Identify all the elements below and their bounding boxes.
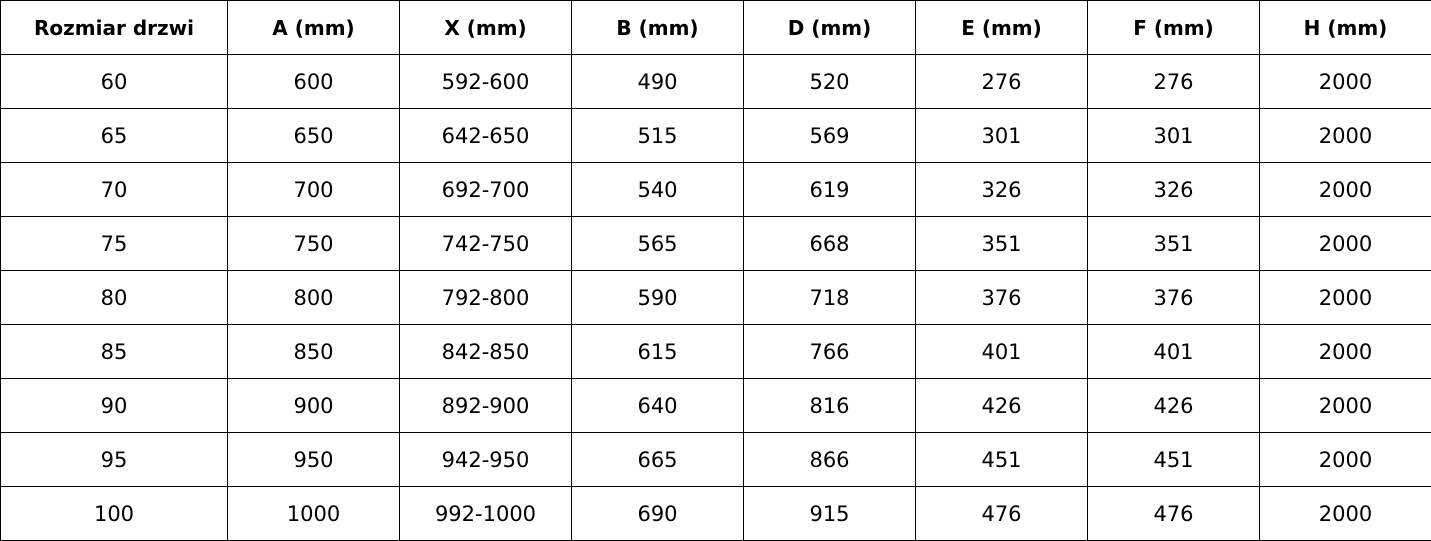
table-cell: 565 — [571, 216, 744, 271]
table-cell: 2000 — [1259, 324, 1431, 379]
table-cell: 451 — [1087, 432, 1260, 487]
table-cell: 540 — [571, 162, 744, 217]
table-cell: 569 — [743, 108, 916, 163]
table-row: 80 800 792-800 590 718 376 376 2000 — [0, 270, 1431, 325]
table-row: 75 750 742-750 565 668 351 351 2000 — [0, 216, 1431, 271]
table-cell: 426 — [915, 378, 1088, 433]
table-cell: 476 — [1087, 486, 1260, 541]
column-header: X (mm) — [399, 0, 572, 55]
table-cell: 376 — [1087, 270, 1260, 325]
table-cell: 301 — [915, 108, 1088, 163]
table-cell: 85 — [0, 324, 228, 379]
table-row: 100 1000 992-1000 690 915 476 476 2000 — [0, 486, 1431, 541]
table-row: 65 650 642-650 515 569 301 301 2000 — [0, 108, 1431, 163]
table-cell: 590 — [571, 270, 744, 325]
table-cell: 650 — [227, 108, 400, 163]
table-cell: 401 — [915, 324, 1088, 379]
table-cell: 75 — [0, 216, 228, 271]
table-row: 85 850 842-850 615 766 401 401 2000 — [0, 324, 1431, 379]
table-cell: 842-850 — [399, 324, 572, 379]
table-cell: 65 — [0, 108, 228, 163]
table-cell: 326 — [915, 162, 1088, 217]
table-cell: 690 — [571, 486, 744, 541]
table-cell: 351 — [915, 216, 1088, 271]
table-cell: 950 — [227, 432, 400, 487]
table-cell: 892-900 — [399, 378, 572, 433]
table-cell: 816 — [743, 378, 916, 433]
table-cell: 700 — [227, 162, 400, 217]
table-cell: 301 — [1087, 108, 1260, 163]
table-cell: 692-700 — [399, 162, 572, 217]
table-cell: 592-600 — [399, 54, 572, 109]
table-cell: 800 — [227, 270, 400, 325]
table-cell: 866 — [743, 432, 916, 487]
table-cell: 401 — [1087, 324, 1260, 379]
table-cell: 640 — [571, 378, 744, 433]
table-cell: 90 — [0, 378, 228, 433]
table-cell: 718 — [743, 270, 916, 325]
column-header: Rozmiar drzwi — [0, 0, 228, 55]
table-cell: 2000 — [1259, 270, 1431, 325]
table-cell: 1000 — [227, 486, 400, 541]
table-cell: 2000 — [1259, 54, 1431, 109]
table-cell: 619 — [743, 162, 916, 217]
table-cell: 95 — [0, 432, 228, 487]
column-header: F (mm) — [1087, 0, 1260, 55]
table-cell: 600 — [227, 54, 400, 109]
column-header: A (mm) — [227, 0, 400, 55]
table-cell: 766 — [743, 324, 916, 379]
column-header: H (mm) — [1259, 0, 1431, 55]
column-header: B (mm) — [571, 0, 744, 55]
table-cell: 642-650 — [399, 108, 572, 163]
table-cell: 490 — [571, 54, 744, 109]
table-cell: 2000 — [1259, 162, 1431, 217]
table-cell: 276 — [915, 54, 1088, 109]
table-cell: 451 — [915, 432, 1088, 487]
table-cell: 750 — [227, 216, 400, 271]
table-cell: 351 — [1087, 216, 1260, 271]
table-cell: 2000 — [1259, 108, 1431, 163]
table-cell: 668 — [743, 216, 916, 271]
table-cell: 376 — [915, 270, 1088, 325]
table-cell: 742-750 — [399, 216, 572, 271]
header-row: Rozmiar drzwi A (mm) X (mm) B (mm) D (mm) E (… — [0, 0, 1431, 55]
table-cell: 426 — [1087, 378, 1260, 433]
table-cell: 100 — [0, 486, 228, 541]
table-cell: 942-950 — [399, 432, 572, 487]
table-cell: 476 — [915, 486, 1088, 541]
table-cell: 2000 — [1259, 378, 1431, 433]
table-cell: 992-1000 — [399, 486, 572, 541]
table-cell: 2000 — [1259, 216, 1431, 271]
table-cell: 792-800 — [399, 270, 572, 325]
table-cell: 520 — [743, 54, 916, 109]
table-cell: 326 — [1087, 162, 1260, 217]
table-cell: 80 — [0, 270, 228, 325]
table-row: 60 600 592-600 490 520 276 276 2000 — [0, 54, 1431, 109]
table-cell: 615 — [571, 324, 744, 379]
column-header: E (mm) — [915, 0, 1088, 55]
table-cell: 665 — [571, 432, 744, 487]
table-row: 95 950 942-950 665 866 451 451 2000 — [0, 432, 1431, 487]
table-cell: 276 — [1087, 54, 1260, 109]
table-cell: 70 — [0, 162, 228, 217]
table-cell: 915 — [743, 486, 916, 541]
table-cell: 60 — [0, 54, 228, 109]
table-row: 90 900 892-900 640 816 426 426 2000 — [0, 378, 1431, 433]
table-cell: 515 — [571, 108, 744, 163]
table-cell: 2000 — [1259, 486, 1431, 541]
table-cell: 850 — [227, 324, 400, 379]
table-cell: 2000 — [1259, 432, 1431, 487]
table-row: 70 700 692-700 540 619 326 326 2000 — [0, 162, 1431, 217]
table-cell: 900 — [227, 378, 400, 433]
column-header: D (mm) — [743, 0, 916, 55]
